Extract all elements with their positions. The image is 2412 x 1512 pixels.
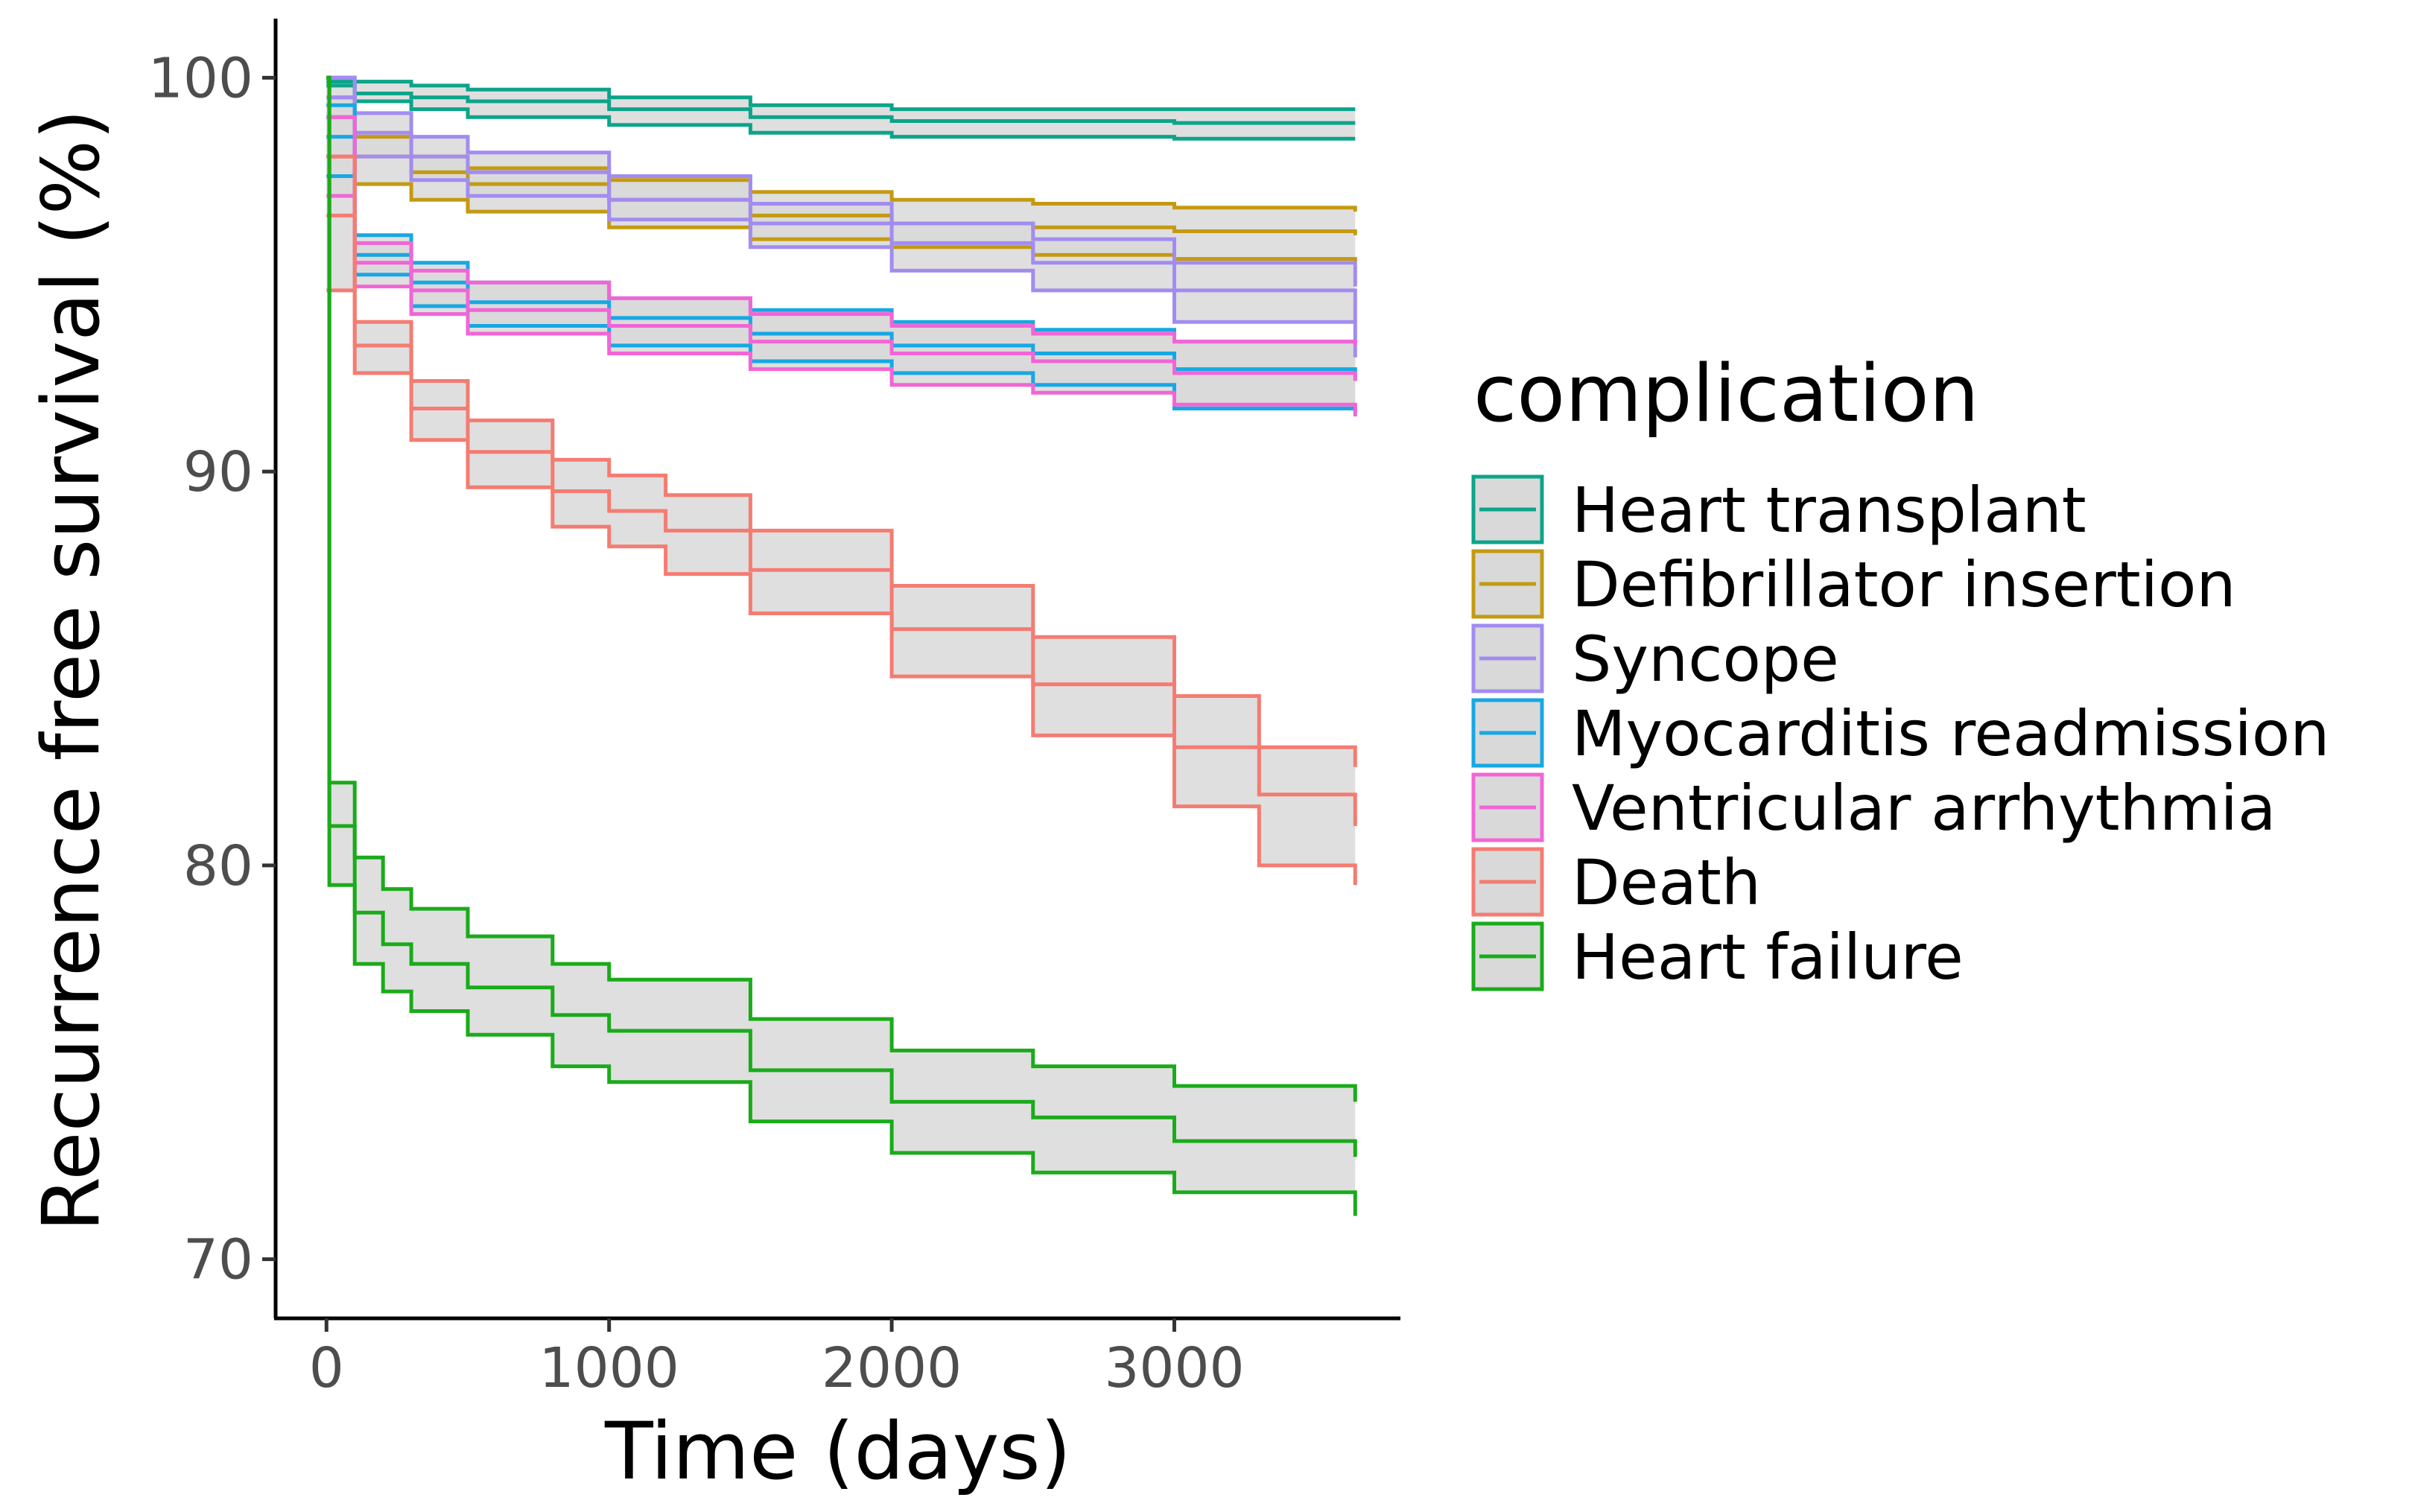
series-line-heart-transplant — [326, 80, 1356, 125]
x-tick-label: 3000 — [1104, 1336, 1244, 1400]
band-syncope — [326, 77, 1356, 358]
band-defibrillator-insertion — [326, 97, 1356, 263]
series-line-ventricular-arrhythmia — [326, 154, 1357, 381]
survival-lines — [326, 75, 1357, 1216]
y-tick-label: 100 — [148, 46, 253, 110]
series-line-death — [326, 213, 1357, 826]
y-tick-label: 90 — [183, 440, 253, 504]
legend-label-ventricular-arrhythmia: Ventricular arrhythmia — [1572, 772, 2276, 845]
y-tick-label: 70 — [183, 1228, 253, 1292]
x-tick-label: 0 — [309, 1336, 344, 1400]
legend-label-syncope: Syncope — [1572, 623, 1839, 696]
x-tick-label: 2000 — [822, 1336, 962, 1400]
series-line-syncope — [326, 95, 1357, 323]
y-ticks: 70 80 90 100 — [148, 46, 276, 1292]
band-ventricular-arrhythmia — [326, 117, 1356, 417]
legend-label-death: Death — [1572, 846, 1761, 919]
ci-upper-syncope — [326, 75, 1357, 287]
y-tick-label: 80 — [183, 834, 253, 898]
ci-lower-heart-transplant — [326, 83, 1356, 141]
legend-label-heart-failure: Heart failure — [1572, 921, 1964, 994]
legend-label-defibrillator-insertion: Defibrillator insertion — [1572, 548, 2236, 621]
ci-upper-ventricular-arrhythmia — [326, 115, 1357, 346]
confidence-bands — [326, 77, 1356, 1216]
band-heart-failure — [326, 77, 1356, 1216]
x-axis-title: Time (days) — [604, 1405, 1071, 1497]
ci-upper-heart-transplant — [326, 75, 1356, 112]
x-tick-label: 1000 — [539, 1336, 679, 1400]
band-heart-transplant — [326, 77, 1356, 139]
ci-lower-death — [326, 288, 1357, 886]
band-death — [326, 156, 1356, 886]
x-ticks: 0 1000 2000 3000 — [309, 1318, 1245, 1400]
ci-lower-heart-failure — [326, 75, 1357, 1216]
legend-label-heart-transplant: Heart transplant — [1572, 474, 2086, 547]
y-axis-title: Recurrence free survival (%) — [25, 109, 117, 1231]
legend: complication Heart transplantDefibrillat… — [1471, 348, 2330, 994]
legend-title: complication — [1473, 348, 1979, 439]
legend-label-myocarditis-readmission: Myocarditis readmission — [1572, 697, 2330, 770]
series-line-heart-failure — [326, 75, 1357, 1157]
